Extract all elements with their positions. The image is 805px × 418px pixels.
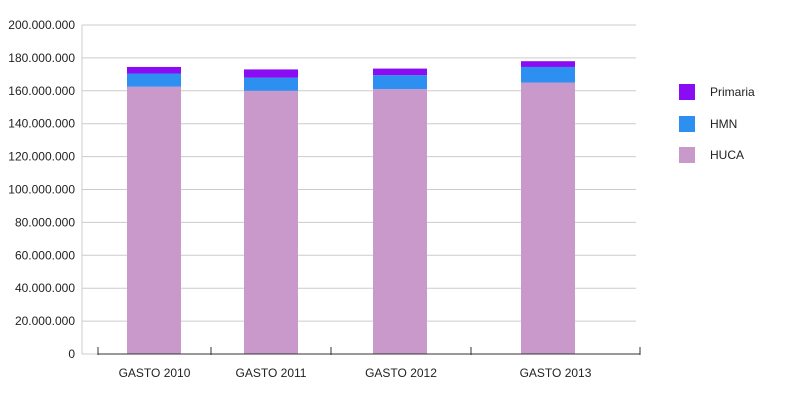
legend-swatch-hmn: [679, 116, 695, 132]
y-tick-label: 100.000.000: [8, 183, 75, 197]
legend-label-hmn: HMN: [710, 117, 737, 131]
y-tick-label: 20.000.000: [15, 314, 75, 328]
legend-label-primaria: Primaria: [710, 85, 755, 99]
bar-hmn-2: [244, 77, 298, 91]
bar-primaria-1: [127, 66, 181, 74]
y-tick-label: 140.000.000: [8, 117, 75, 131]
y-tick-label: 180.000.000: [8, 51, 75, 65]
bar-huca-2: [244, 90, 298, 355]
bar-huca-3: [373, 89, 427, 354]
legend-label-huca: HUCA: [710, 148, 744, 162]
y-tick-label: 80.000.000: [15, 215, 75, 229]
y-tick-label: 60.000.000: [15, 248, 75, 262]
bar-primaria-4: [521, 61, 575, 67]
bar-hmn-3: [373, 75, 427, 90]
bar-primaria-2: [244, 69, 298, 78]
x-category-label: GASTO 2012: [365, 366, 437, 380]
y-tick-label: 120.000.000: [8, 150, 75, 164]
bar-primaria-3: [373, 68, 427, 76]
y-tick-label: 0: [68, 347, 75, 361]
x-category-label: GASTO 2013: [520, 366, 592, 380]
bar-huca-4: [521, 82, 575, 354]
y-tick-label: 40.000.000: [15, 281, 75, 295]
legend-swatch-primaria: [679, 84, 695, 100]
y-tick-label: 200.000.000: [8, 18, 75, 32]
x-category-label: GASTO 2010: [119, 366, 191, 380]
y-tick-label: 160.000.000: [8, 84, 75, 98]
x-category-label: GASTO 2011: [236, 366, 307, 380]
bar-hmn-1: [127, 73, 181, 87]
bar-hmn-4: [521, 66, 575, 83]
bar-huca-1: [127, 86, 181, 354]
legend-swatch-huca: [679, 147, 695, 163]
